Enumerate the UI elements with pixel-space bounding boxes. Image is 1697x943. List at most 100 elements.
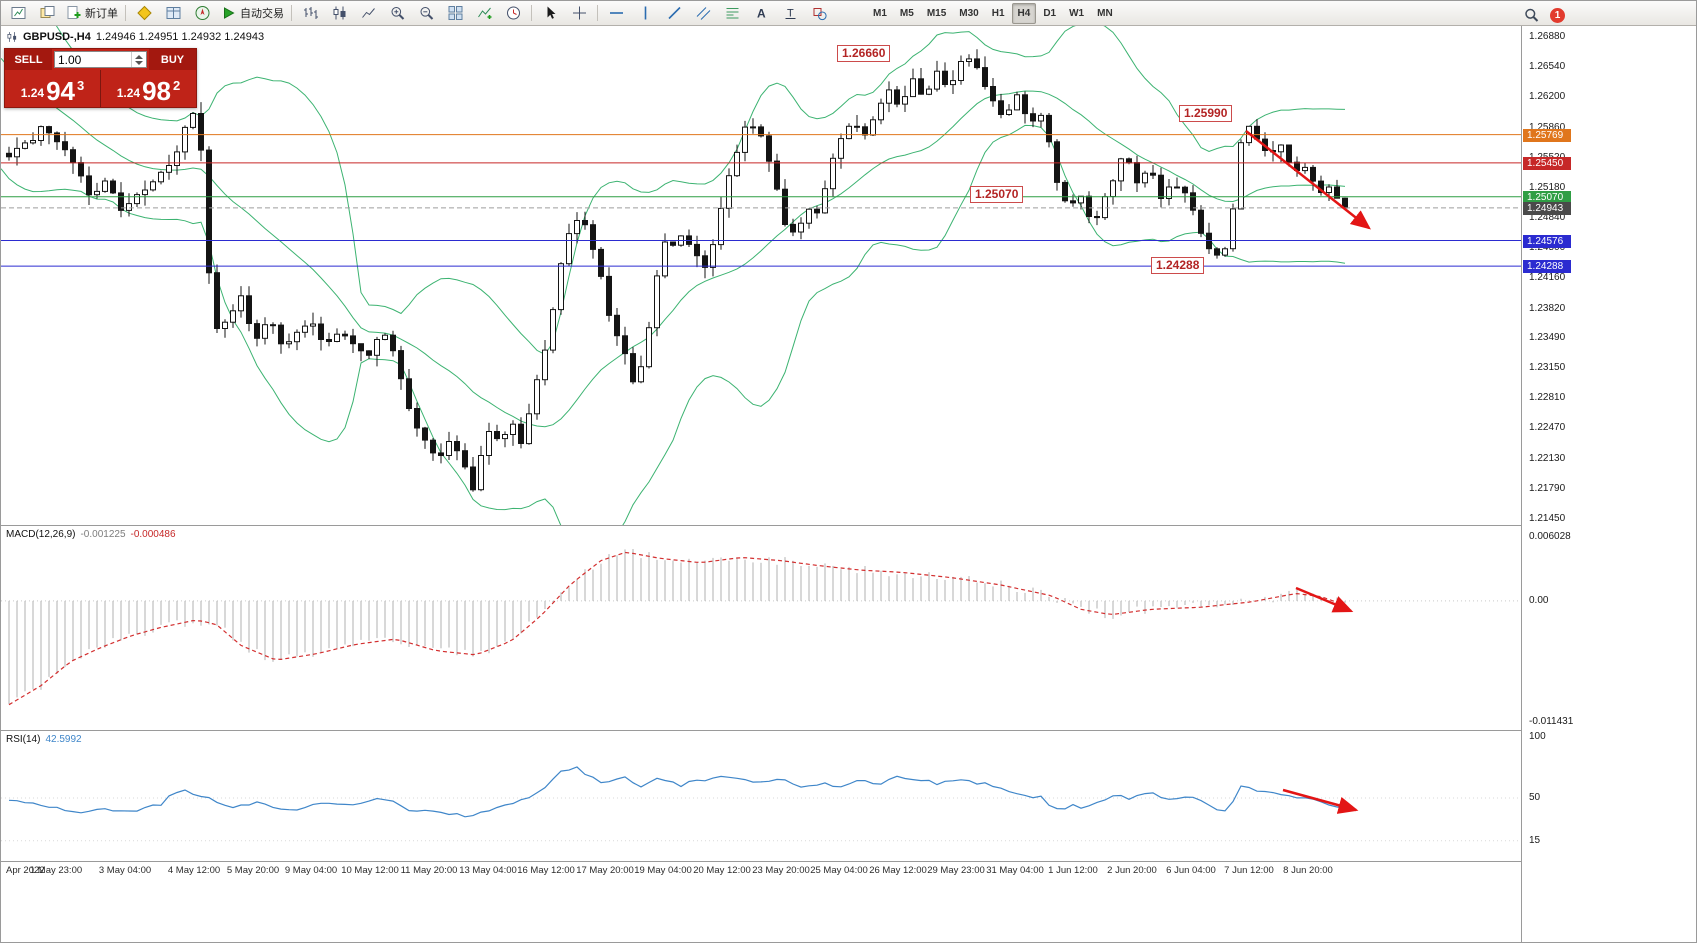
- cursor-icon[interactable]: [536, 2, 564, 24]
- tile-windows-icon[interactable]: [441, 2, 469, 24]
- chart-bars-icon[interactable]: [296, 2, 324, 24]
- timeframe-button-w1[interactable]: W1: [1069, 8, 1085, 19]
- time-axis-label: 1 Jun 12:00: [1048, 865, 1098, 876]
- profiles-icon: [40, 6, 54, 18]
- price-tick-label: 1.24840: [1529, 212, 1566, 223]
- timeframe-button-m15[interactable]: M15: [926, 8, 947, 19]
- sell-price-big: 94: [46, 76, 76, 106]
- indicators-icon[interactable]: [470, 2, 498, 24]
- price-tag[interactable]: 1.24576: [1523, 235, 1571, 248]
- crosshair-icon[interactable]: [565, 2, 593, 24]
- hline-tool-icon[interactable]: [602, 2, 630, 24]
- notification-badge[interactable]: 1: [1550, 7, 1565, 23]
- timeframe-button-m5[interactable]: M5: [899, 8, 914, 19]
- buy-price[interactable]: 1.24 98 2: [100, 70, 196, 107]
- trend-arrow[interactable]: [1282, 788, 1359, 814]
- price-tag[interactable]: 1.25070: [1523, 191, 1571, 204]
- price-tag[interactable]: 1.24943: [1523, 202, 1571, 215]
- timeframe-toolbar: M1 M5 M15 M30 H1 H4 D1 W1 MN: [867, 3, 1119, 24]
- new-order-button-label: 新订单: [85, 8, 118, 20]
- price-tag[interactable]: 1.25769: [1523, 129, 1571, 142]
- new-order-button[interactable]: 新订单: [62, 2, 121, 24]
- zoom-in-icon[interactable]: [383, 2, 411, 24]
- price-tag[interactable]: 1.25450: [1523, 157, 1571, 170]
- time-axis-label: 5 May 20:00: [226, 865, 280, 876]
- horizontal-lines[interactable]: [1, 134, 1521, 267]
- price-tick-label: 1.25180: [1529, 182, 1566, 193]
- sell-price-sup: 3: [77, 78, 85, 93]
- macd-signal-line: [8, 551, 1346, 706]
- shapes-tool-icon[interactable]: [805, 2, 833, 24]
- vline-tool-icon[interactable]: [631, 2, 659, 24]
- trend-arrow[interactable]: [1245, 130, 1371, 230]
- rsi-axis-label: 15: [1529, 835, 1541, 846]
- sell-button[interactable]: SELL: [5, 49, 52, 70]
- timeframe-button-h1[interactable]: H1: [991, 8, 1005, 19]
- autotrade-button-label: 自动交易: [240, 8, 284, 20]
- autotrade-icon: [224, 7, 235, 19]
- time-axis-label: 26 May 12:00: [869, 865, 927, 876]
- rsi-canvas[interactable]: [1, 731, 1521, 862]
- price-tag[interactable]: 1.24288: [1523, 260, 1571, 273]
- label-tool-icon[interactable]: T: [776, 2, 804, 24]
- time-axis-label: 20 May 12:00: [693, 865, 751, 876]
- chart-candles-icon[interactable]: [325, 2, 353, 24]
- hline-tool-icon: [609, 12, 623, 14]
- sell-price[interactable]: 1.24 94 3: [5, 70, 100, 107]
- buy-button[interactable]: BUY: [149, 49, 196, 70]
- time-axis-label: 10 May 12:00: [341, 865, 399, 876]
- search-icon[interactable]: [1517, 4, 1545, 26]
- trend-arrow[interactable]: [1295, 586, 1354, 613]
- timeframe-button-d1[interactable]: D1: [1043, 8, 1057, 19]
- time-axis-label: Apr 2022: [6, 865, 45, 876]
- new-chart-icon[interactable]: [4, 2, 32, 24]
- price-axis[interactable]: 1.268801.265401.262001.258601.255201.251…: [1521, 26, 1696, 942]
- cursor-icon: [547, 6, 555, 19]
- price-annotation[interactable]: 1.25070: [970, 186, 1024, 203]
- volume-stepper[interactable]: [131, 52, 146, 67]
- timeframe-button-m1[interactable]: M1: [873, 8, 887, 19]
- zoom-out-icon[interactable]: [412, 2, 440, 24]
- indicators-icon: [477, 7, 491, 19]
- macd-axis-label: 0.00: [1529, 595, 1549, 606]
- autotrade-button[interactable]: 自动交易: [217, 2, 287, 24]
- navigator-icon[interactable]: [188, 2, 216, 24]
- macd-canvas[interactable]: [1, 526, 1521, 731]
- one-click-trading-panel: SELL BUY 1.24 94 3: [4, 48, 197, 108]
- toolbar-separator: [291, 5, 292, 21]
- time-axis-label: 3 May 04:00: [98, 865, 152, 876]
- macd-panel[interactable]: MACD(12,26,9) -0.001225 -0.000486: [1, 525, 1521, 731]
- periods-icon: [506, 6, 520, 20]
- price-tick-label: 1.23490: [1529, 332, 1566, 343]
- text-tool-icon[interactable]: A: [747, 2, 775, 24]
- profiles-icon[interactable]: [33, 2, 61, 24]
- price-annotation[interactable]: 1.25990: [1179, 105, 1233, 122]
- data-window-icon[interactable]: [159, 2, 187, 24]
- rsi-panel[interactable]: RSI(14) 42.5992: [1, 730, 1521, 862]
- trendline-tool-icon[interactable]: [660, 2, 688, 24]
- main-chart-panel[interactable]: GBPUSD-,H4 1.24946 1.24951 1.24932 1.249…: [1, 26, 1521, 525]
- main-chart-canvas[interactable]: [1, 26, 1521, 525]
- periods-icon[interactable]: [499, 2, 527, 24]
- timeframe-button-h4[interactable]: H4: [1011, 3, 1037, 24]
- price-annotation[interactable]: 1.24288: [1151, 257, 1205, 274]
- price-tick-label: 1.22130: [1529, 453, 1566, 464]
- timeframe-button-mn[interactable]: MN: [1097, 8, 1113, 19]
- price-tick-label: 1.22470: [1529, 422, 1566, 433]
- volume-input[interactable]: [55, 52, 131, 67]
- shapes-tool-icon: [813, 8, 827, 21]
- channel-tool-icon[interactable]: [689, 2, 717, 24]
- zoom-in-icon: [391, 7, 404, 20]
- chart-line-icon[interactable]: [354, 2, 382, 24]
- zoom-out-icon: [420, 7, 433, 20]
- time-axis-label: 6 Jun 04:00: [1166, 865, 1216, 876]
- volume-field[interactable]: [54, 51, 147, 68]
- macd-label: MACD(12,26,9) -0.001225 -0.000486: [6, 529, 176, 540]
- timeframe-button-m30[interactable]: M30: [959, 8, 979, 19]
- fibonacci-tool-icon[interactable]: [718, 2, 746, 24]
- market-watch-icon[interactable]: [130, 2, 158, 24]
- price-tick-label: 1.26540: [1529, 61, 1566, 72]
- price-annotation[interactable]: 1.26660: [837, 45, 891, 62]
- time-axis[interactable]: Apr 2022 1 May 23:00 3 May 04:00 4 May 12:0…: [1, 861, 1521, 881]
- chart-stack: GBPUSD-,H4 1.24946 1.24951 1.24932 1.249…: [1, 26, 1521, 942]
